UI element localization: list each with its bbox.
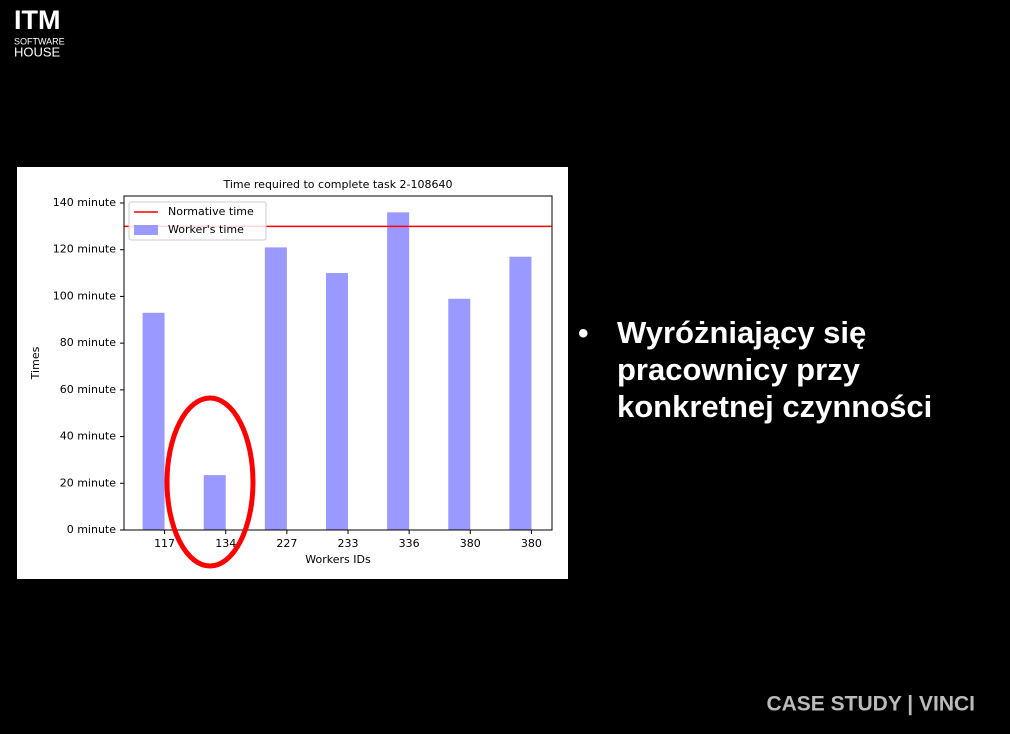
- y-tick-label: 0 minute: [67, 523, 117, 536]
- bar: [142, 312, 165, 530]
- chart-title: Time required to complete task 2-108640: [222, 178, 452, 191]
- bullet-point: •: [578, 317, 589, 350]
- legend-label: Worker's time: [168, 223, 244, 236]
- chart-background: [17, 167, 568, 579]
- y-tick-label: 40 minute: [60, 430, 117, 443]
- y-tick-label: 140 minute: [53, 196, 117, 209]
- x-tick-label: 134: [215, 537, 236, 550]
- chart: Time required to complete task 2-108640 W…: [29, 178, 553, 566]
- bullet-line: pracownicy przy: [617, 352, 861, 387]
- bar: [203, 475, 226, 530]
- highlight-ellipse: [164, 395, 256, 569]
- y-axis-label: Times: [29, 346, 42, 380]
- bar: [509, 256, 532, 530]
- bar: [326, 273, 348, 530]
- bar: [264, 247, 287, 530]
- x-axis-label: Workers IDs: [305, 553, 371, 566]
- x-tick-label: 336: [399, 537, 420, 550]
- footer: CASE STUDY | VINCI: [766, 693, 975, 716]
- bar: [387, 212, 410, 530]
- plot-frame: [123, 195, 553, 531]
- x-tick-label: 380: [460, 537, 481, 550]
- y-tick-label: 100 minute: [53, 289, 117, 302]
- y-tick-label: 80 minute: [60, 336, 117, 349]
- x-tick-label: 233: [338, 537, 359, 550]
- x-tick-label: 117: [154, 537, 175, 550]
- logo-main: ITM: [14, 5, 61, 35]
- legend-label: Normative time: [168, 205, 254, 218]
- bullet-line: Wyróżniający się: [617, 315, 866, 350]
- x-tick-label: 227: [276, 537, 297, 550]
- bullet-line: konkretnej czynności: [617, 389, 932, 424]
- legend-box: [128, 201, 267, 241]
- legend-swatch: [134, 225, 158, 235]
- x-tick-label: 380: [521, 537, 542, 550]
- y-tick-label: 120 minute: [53, 243, 117, 256]
- logo-sub: SOFTWARE: [14, 36, 65, 46]
- logo-sub: HOUSE: [14, 44, 61, 59]
- bar: [448, 298, 471, 530]
- y-tick-label: 60 minute: [60, 383, 117, 396]
- y-tick-label: 20 minute: [60, 476, 117, 489]
